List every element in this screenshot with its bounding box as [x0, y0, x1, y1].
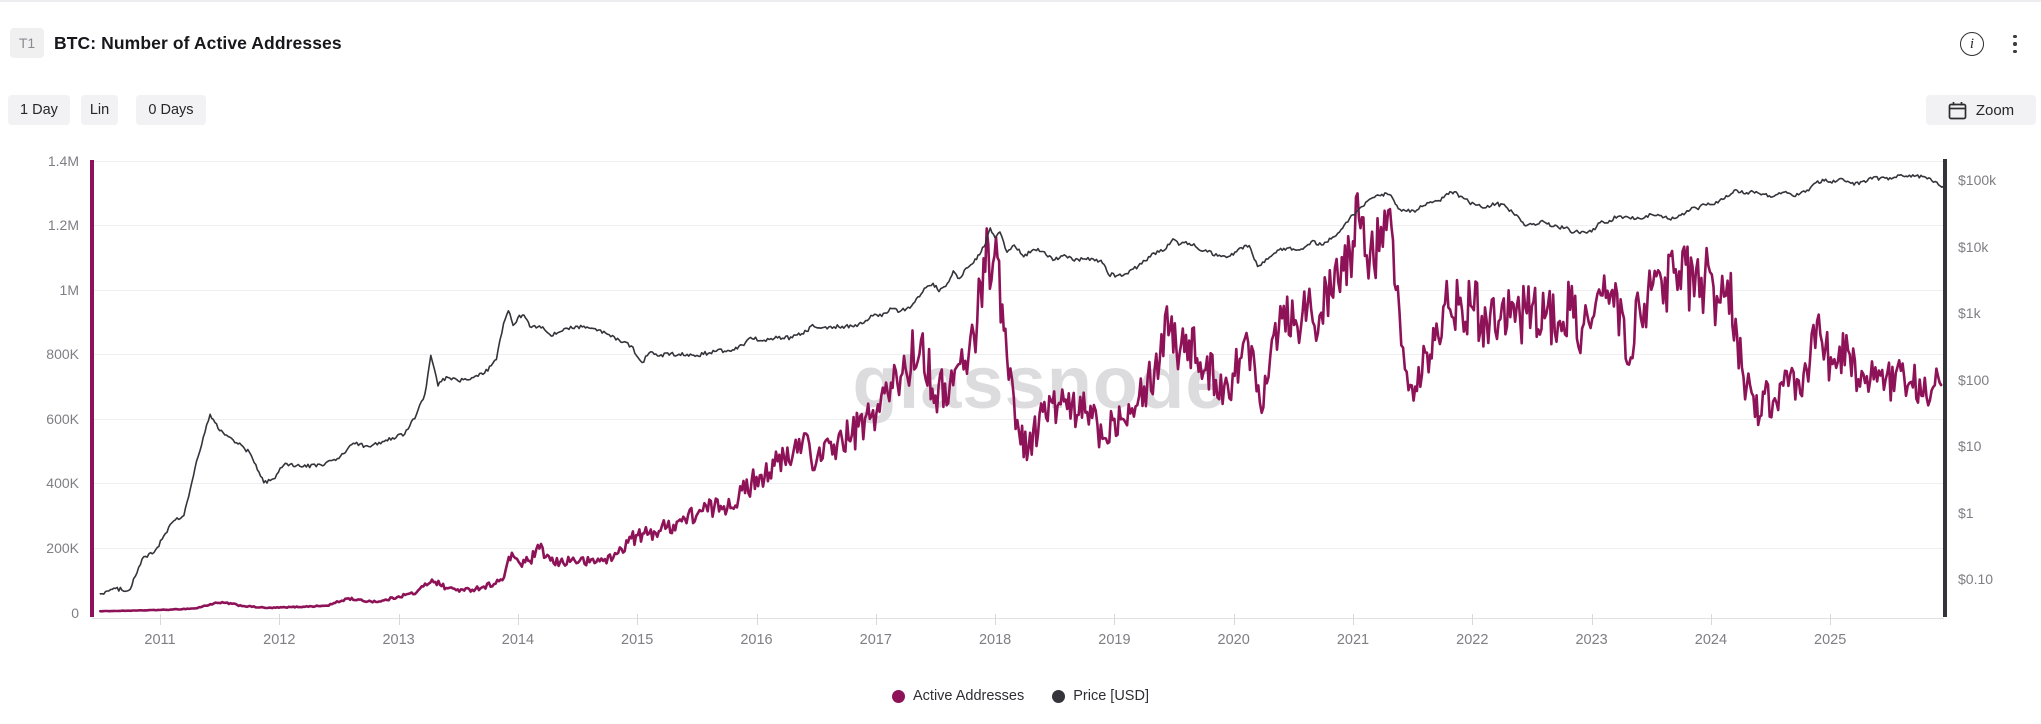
- scale-button[interactable]: Lin: [81, 95, 118, 125]
- y-axis-right-line: [1943, 159, 1947, 617]
- x-tick-label: 2015: [621, 632, 654, 648]
- y-right-tick-label: $100k: [1958, 172, 1997, 188]
- plot-area[interactable]: [92, 126, 1944, 618]
- x-tick: [995, 614, 997, 625]
- page-title: BTC: Number of Active Addresses: [54, 33, 342, 53]
- x-tick-label: 2022: [1456, 632, 1489, 648]
- y-right-tick-label: $100: [1958, 371, 1990, 388]
- x-tick: [637, 614, 639, 625]
- y-right-tick-label: $10: [1958, 438, 1982, 454]
- x-tick-label: 2023: [1575, 632, 1608, 648]
- tier-badge: T1: [10, 28, 44, 58]
- x-tick: [1710, 614, 1712, 625]
- y-left-tick-label: 1.4M: [47, 152, 79, 169]
- zoom-button-label: Zoom: [1975, 101, 2015, 119]
- y-right-tick-label: $1k: [1958, 305, 1981, 321]
- x-tick: [517, 614, 519, 625]
- x-tick-label: 2020: [1217, 632, 1250, 648]
- zoom-button[interactable]: Zoom: [1926, 95, 2036, 125]
- x-tick-label: 2024: [1694, 632, 1728, 648]
- y-left-tick-label: 600K: [46, 410, 79, 427]
- legend-dot-icon: [1052, 689, 1066, 703]
- x-tick-label: 2018: [978, 632, 1012, 648]
- x-tick: [756, 614, 758, 625]
- x-tick: [1233, 614, 1235, 625]
- legend-label: Active Addresses: [913, 688, 1025, 704]
- y-left-tick-label: 1M: [59, 281, 79, 298]
- y-left-tick-label: 0: [71, 604, 79, 621]
- calendar-icon: [1948, 101, 1967, 119]
- window-button[interactable]: 0 Days: [136, 95, 206, 125]
- x-tick-label: 2017: [859, 632, 892, 648]
- kebab-menu-icon[interactable]: [2008, 31, 2022, 57]
- x-tick: [1472, 614, 1474, 625]
- x-axis-line: [92, 618, 1944, 619]
- y-right-tick-label: $0.10: [1958, 571, 1994, 587]
- y-left-tick-label: 200K: [46, 539, 79, 556]
- y-left-tick-label: 1.2M: [47, 217, 79, 234]
- x-tick: [1114, 614, 1116, 625]
- x-tick-label: 2016: [740, 632, 773, 648]
- x-tick: [398, 614, 400, 625]
- legend-label: Price [USD]: [1073, 688, 1149, 704]
- y-axis-left-line: [90, 160, 94, 617]
- y-left-tick-label: 800K: [46, 346, 79, 363]
- info-circle-icon[interactable]: i: [1960, 32, 1984, 56]
- x-tick-label: 2019: [1098, 632, 1131, 648]
- resolution-button[interactable]: 1 Day: [8, 95, 70, 125]
- x-tick: [875, 614, 877, 625]
- gridline: [92, 160, 1944, 162]
- x-tick-label: 2013: [382, 632, 415, 648]
- x-tick: [160, 614, 161, 625]
- x-tick: [1353, 614, 1354, 625]
- legend-dot-icon: [892, 689, 905, 703]
- y-left-tick-label: 400K: [46, 475, 79, 492]
- legend-item[interactable]: Active Addresses: [892, 688, 1024, 704]
- x-tick-label: 2011: [144, 632, 176, 648]
- x-tick-label: 2012: [263, 632, 296, 648]
- x-tick: [279, 614, 281, 625]
- x-tick: [1830, 614, 1832, 625]
- x-tick-label: 2025: [1814, 632, 1847, 648]
- y-right-tick-label: $1: [1958, 504, 1974, 521]
- x-tick-label: 2021: [1336, 632, 1370, 648]
- chart-legend: Active Addresses Price [USD]: [0, 688, 2041, 704]
- x-tick-label: 2014: [501, 632, 535, 648]
- x-tick: [1591, 614, 1593, 625]
- y-right-tick-label: $10k: [1958, 238, 1989, 255]
- legend-item[interactable]: Price [USD]: [1052, 688, 1149, 704]
